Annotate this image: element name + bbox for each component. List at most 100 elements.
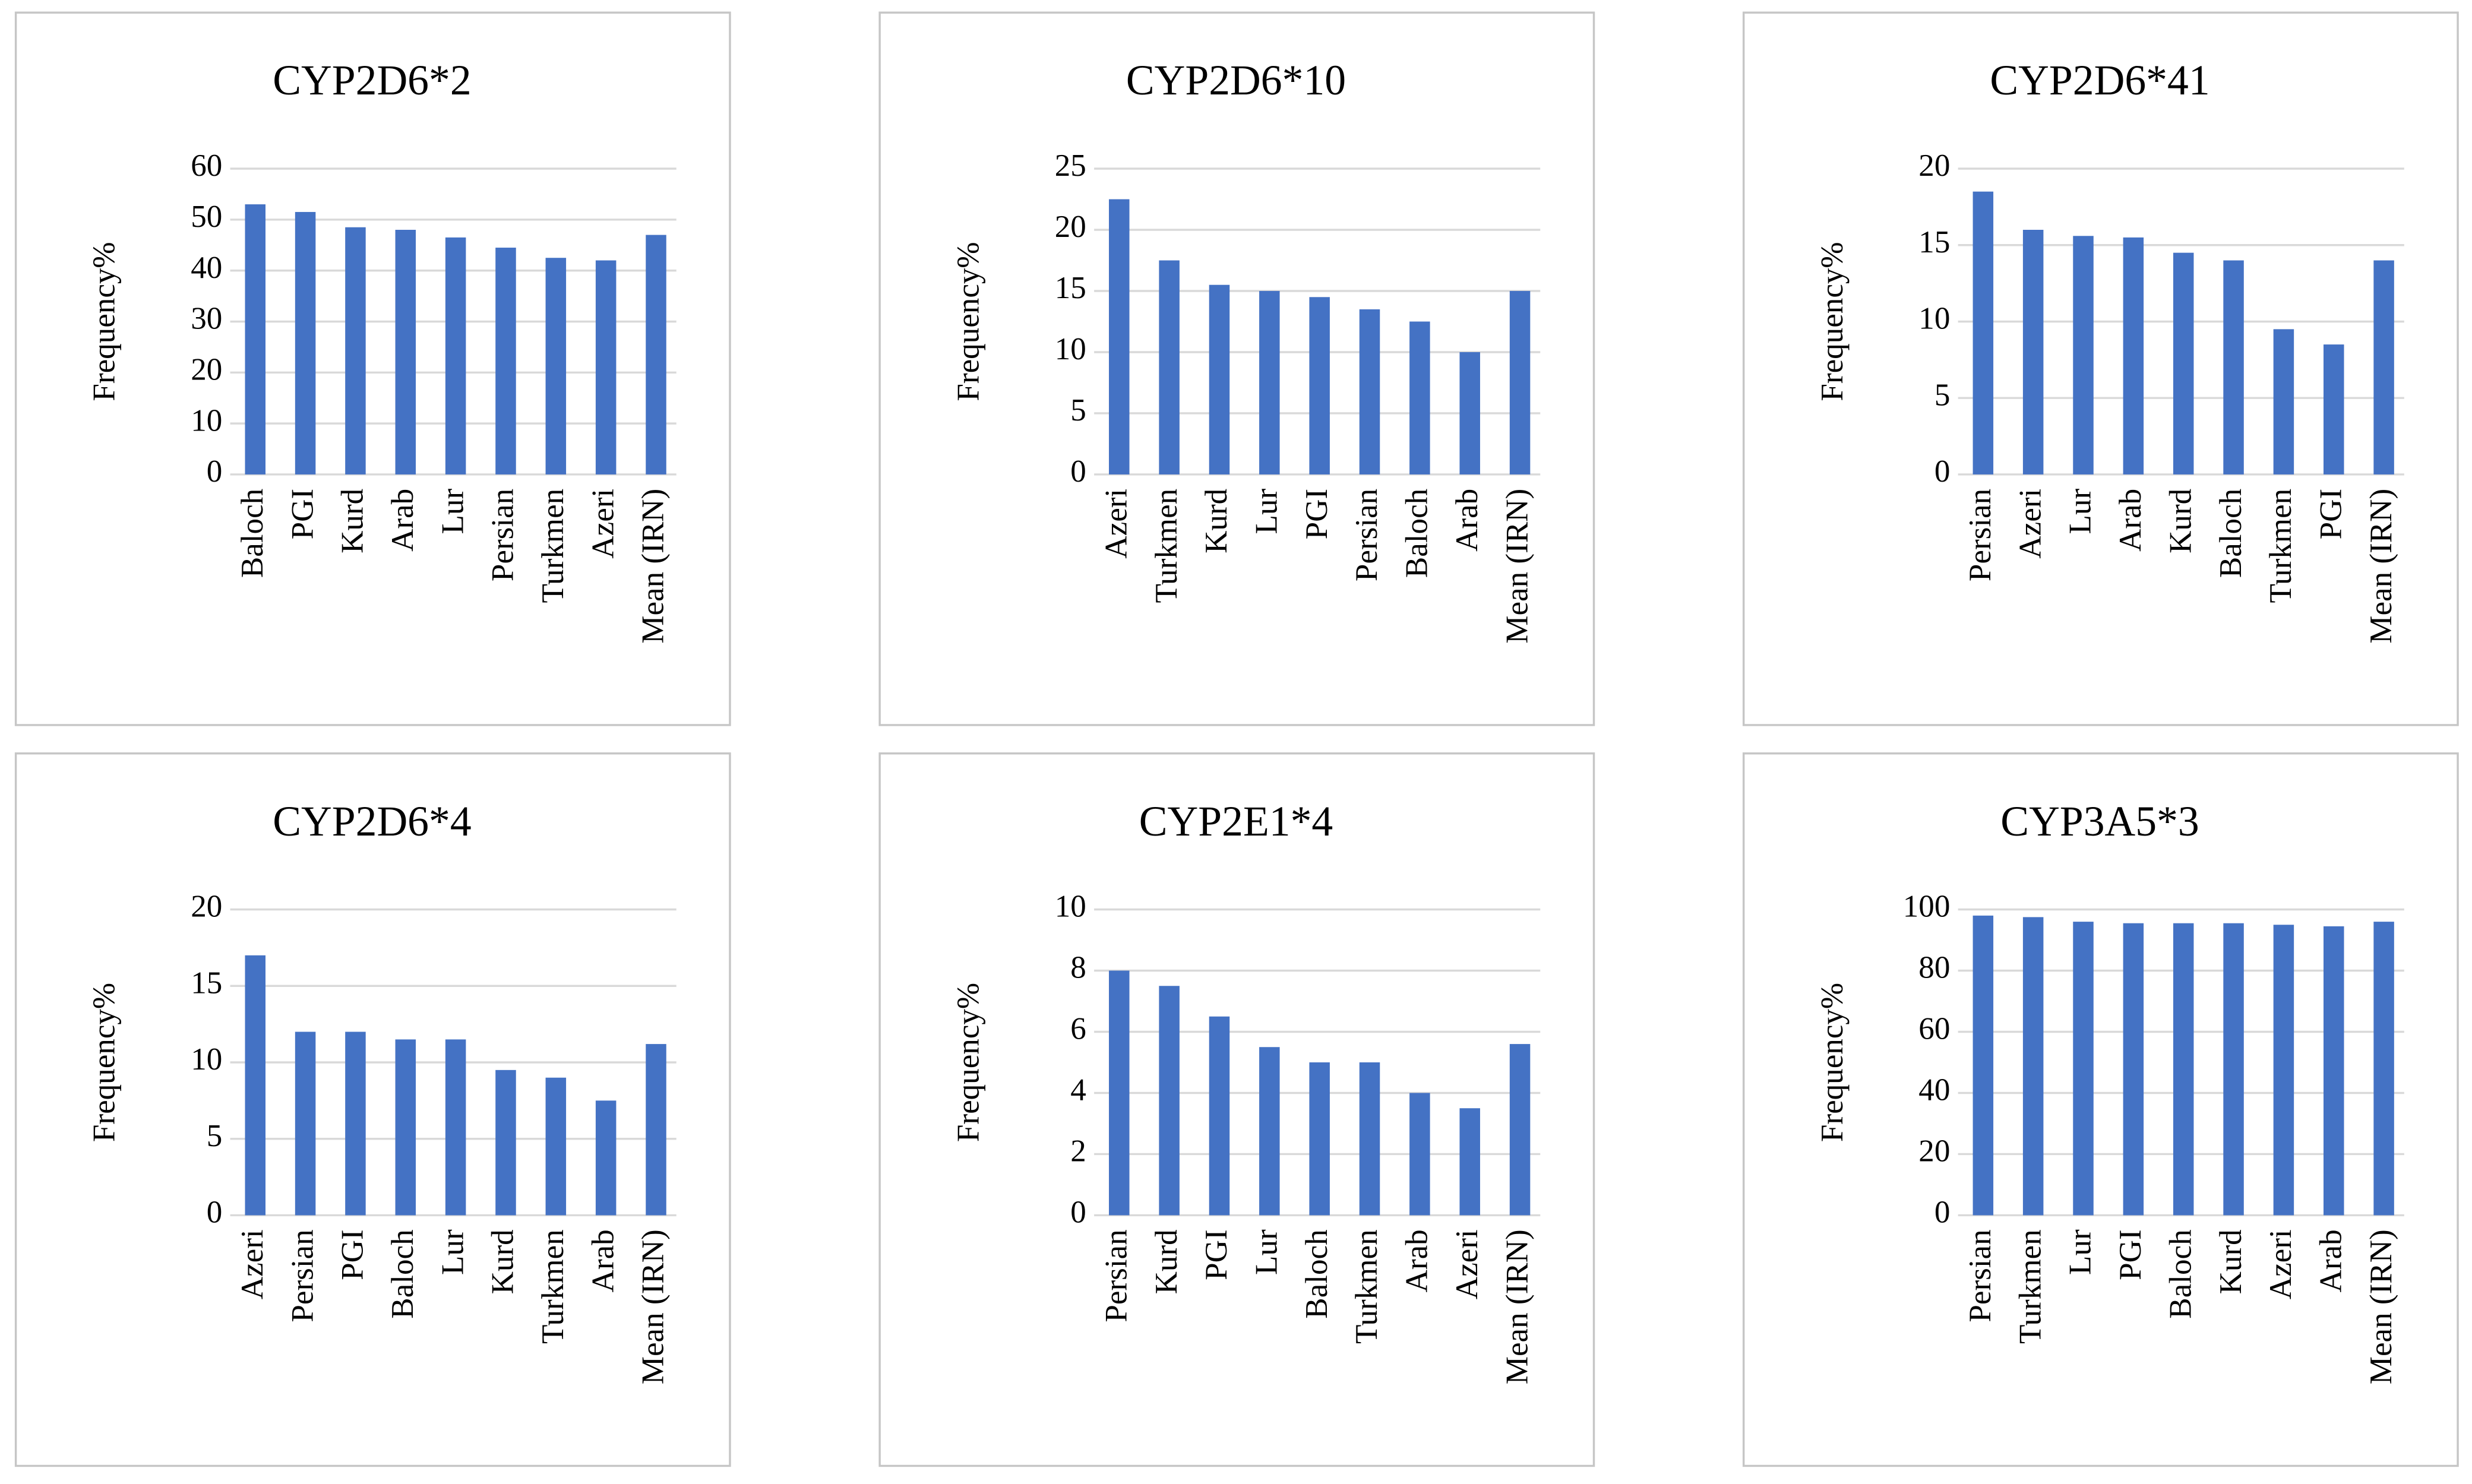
bar (395, 1039, 416, 1216)
x-tick-label: Mean (IRN) (636, 489, 671, 644)
y-tick-label: 5 (1070, 393, 1086, 428)
chart-panel: CYP2D6*10 Frequency% 0 5 10 15 20 25 Azeri Turkme… (878, 11, 1595, 726)
y-tick-label: 15 (1055, 271, 1086, 305)
x-tick-label: PGI (1199, 1229, 1234, 1280)
bar (545, 258, 567, 474)
x-tick-label: Turkmen (536, 1229, 570, 1344)
bar (1359, 1062, 1380, 1216)
x-tick-label: Mean (IRN) (1500, 1229, 1534, 1384)
y-tick-label: 50 (191, 200, 222, 234)
bar (245, 204, 265, 474)
y-tick-label: 100 (1903, 890, 1951, 924)
panel-border (1742, 752, 2459, 1467)
bar (2073, 236, 2094, 474)
bar (495, 248, 516, 474)
bar (445, 237, 466, 474)
chart-title: CYP2D6*4 (273, 798, 471, 845)
y-tick-label: 20 (1918, 1134, 1950, 1169)
x-tick-label: Turkmen (1149, 489, 1184, 603)
panel-border (1742, 11, 2459, 726)
x-tick-label: Azeri (1099, 489, 1133, 559)
y-tick-label: 4 (1070, 1073, 1086, 1108)
bar (1509, 290, 1531, 474)
bar (2273, 329, 2294, 474)
y-tick-label: 20 (191, 352, 222, 387)
x-tick-label: Persian (1963, 1229, 1997, 1322)
x-tick-label: Mean (IRN) (1500, 489, 1534, 644)
x-tick-label: PGI (336, 1229, 370, 1280)
x-tick-label: PGI (2113, 1229, 2148, 1280)
x-tick-label: Azeri (1450, 1229, 1484, 1299)
y-tick-label: 40 (1918, 1073, 1950, 1108)
bar (1972, 191, 1994, 474)
chart-title: CYP2D6*41 (1990, 56, 2209, 104)
bar (595, 1100, 617, 1216)
x-tick-label: Baloch (385, 1229, 420, 1318)
x-tick-label: Baloch (1400, 489, 1434, 578)
y-tick-label: 10 (191, 1042, 222, 1077)
x-tick-label: Baloch (235, 489, 270, 578)
bar (2324, 926, 2344, 1216)
y-axis-title: Frequency% (951, 983, 985, 1142)
x-tick-label: Baloch (1300, 1229, 1334, 1318)
x-tick-label: Azeri (235, 1229, 270, 1299)
bar (445, 1039, 466, 1216)
chart-panel: CYP2E1*4 Frequency% 0 2 4 6 8 10 Persian Kurd PGI L… (878, 752, 1595, 1467)
x-tick-label: Mean (IRN) (2364, 1229, 2398, 1384)
y-tick-label: 10 (191, 403, 222, 438)
bar (1509, 1044, 1531, 1216)
x-tick-label: Arab (586, 1229, 620, 1292)
bar (595, 260, 617, 474)
x-tick-label: PGI (2313, 489, 2348, 540)
y-tick-label: 15 (1918, 225, 1950, 260)
chart-title: CYP2D6*2 (273, 56, 471, 104)
x-tick-label: Baloch (2163, 1229, 2198, 1318)
x-tick-label: Mean (IRN) (636, 1229, 671, 1384)
y-tick-label: 0 (1070, 454, 1086, 489)
y-tick-label: 8 (1070, 951, 1086, 985)
y-axis-title: Frequency% (951, 242, 985, 401)
y-tick-label: 10 (1055, 332, 1086, 366)
y-tick-label: 0 (1070, 1195, 1086, 1230)
y-axis-title: Frequency% (1815, 242, 1850, 401)
x-tick-label: Lur (2063, 489, 2098, 534)
bar (1359, 309, 1380, 474)
y-axis-title: Frequency% (1815, 983, 1850, 1142)
y-tick-label: 5 (1934, 378, 1951, 412)
bar (1159, 260, 1180, 474)
bar (1459, 1108, 1480, 1216)
x-tick-label: Azeri (2264, 1229, 2298, 1299)
bar (1209, 1016, 1230, 1216)
y-tick-label: 10 (1918, 302, 1950, 336)
x-tick-label: Azeri (586, 489, 620, 559)
x-tick-label: PGI (285, 489, 320, 540)
y-axis-title: Frequency% (87, 983, 122, 1142)
y-tick-label: 25 (1055, 148, 1086, 183)
x-tick-label: Persian (486, 489, 520, 581)
bar (1309, 1062, 1330, 1216)
y-tick-label: 40 (191, 251, 222, 285)
x-tick-label: Arab (385, 489, 420, 552)
x-tick-label: Turkmen (2264, 489, 2298, 603)
x-tick-label: Azeri (2013, 489, 2047, 559)
bar (2022, 917, 2044, 1216)
bar (646, 235, 666, 474)
x-tick-label: Arab (2113, 489, 2148, 552)
bar (2173, 923, 2194, 1216)
bar (1109, 970, 1130, 1216)
x-tick-label: Turkmen (1349, 1229, 1384, 1344)
y-tick-label: 80 (1918, 951, 1950, 985)
x-tick-label: Lur (1250, 489, 1284, 534)
bar (1259, 290, 1280, 474)
x-tick-label: Kurd (1199, 489, 1234, 553)
chart-panel: CYP2D6*2 Frequency% 0 10 20 30 40 50 60 Baloch PGI… (14, 11, 731, 726)
chart-title: CYP3A5*3 (2000, 798, 2199, 845)
panel-border (878, 11, 1595, 726)
chart-panel: CYP2D6*4 Frequency% 0 5 10 15 20 Azeri Persian PG… (14, 752, 731, 1467)
bar (1409, 321, 1430, 474)
bar (646, 1044, 666, 1216)
x-tick-label: Persian (1963, 489, 1997, 581)
bar (395, 229, 416, 474)
bar (345, 227, 366, 474)
